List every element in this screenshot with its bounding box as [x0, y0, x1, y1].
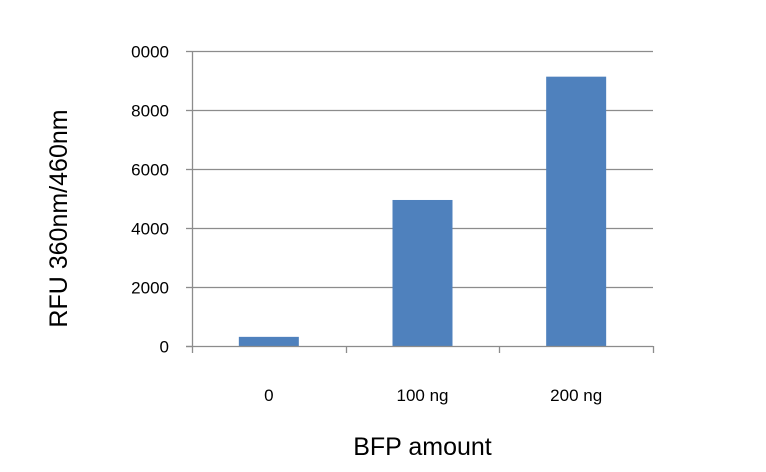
bar-100-ng — [392, 199, 453, 346]
x-tick-label: 100 ng — [397, 386, 449, 405]
y-tick-label: 0000 — [131, 43, 169, 62]
x-tick-label: 200 ng — [550, 386, 602, 405]
y-tick-label: 2000 — [131, 279, 169, 298]
x-tick-labels: 0 100 ng 200 ng — [264, 386, 602, 405]
axes — [186, 50, 655, 353]
bar-0 — [238, 336, 299, 346]
bar-200-ng — [546, 76, 607, 346]
y-tick-label: 4000 — [131, 220, 169, 239]
y-tick-label: 0 — [160, 338, 169, 357]
x-tick-label: 0 — [264, 386, 273, 405]
y-tick-label: 6000 — [131, 161, 169, 180]
y-axis-title: RFU 360nm/460nm — [45, 109, 73, 327]
bars — [238, 76, 607, 346]
y-tick-label: 8000 — [131, 102, 169, 121]
y-tick-labels: 0 2000 4000 6000 8000 0000 — [131, 43, 169, 357]
x-axis-title: BFP amount — [353, 433, 492, 461]
